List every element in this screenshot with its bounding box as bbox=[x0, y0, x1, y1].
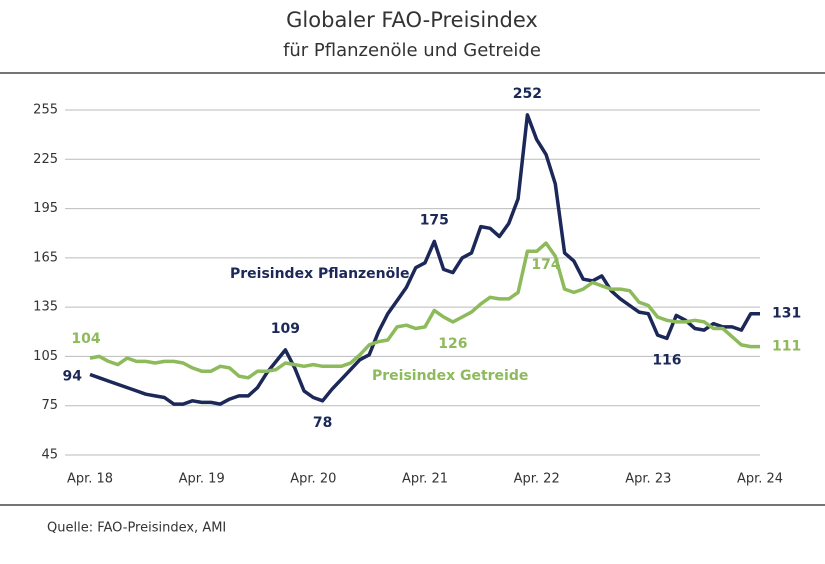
data-label: 175 bbox=[420, 212, 449, 228]
y-tick-label: 195 bbox=[33, 201, 58, 216]
data-label: 111 bbox=[772, 339, 801, 355]
legend-label: Preisindex Getreide bbox=[372, 368, 528, 384]
y-tick-label: 225 bbox=[33, 152, 58, 167]
y-tick-label: 45 bbox=[41, 448, 58, 463]
x-tick-label: Apr. 19 bbox=[179, 472, 225, 487]
source-note: Quelle: FAO-Preisindex, AMI bbox=[47, 521, 226, 536]
data-label: 116 bbox=[652, 352, 681, 368]
chart-subtitle: für Pflanzenöle und Getreide bbox=[283, 40, 541, 61]
data-label: 252 bbox=[513, 86, 542, 102]
x-tick-label: Apr. 22 bbox=[514, 472, 560, 487]
y-tick-label: 105 bbox=[33, 349, 58, 364]
y-tick-label: 75 bbox=[41, 398, 58, 413]
chart-title: Globaler FAO-Preisindex bbox=[286, 8, 538, 32]
data-label: 174 bbox=[531, 257, 560, 273]
y-tick-label: 165 bbox=[33, 250, 58, 265]
y-tick-label: 255 bbox=[33, 103, 58, 118]
data-label: 94 bbox=[63, 369, 83, 385]
data-label: 78 bbox=[313, 415, 332, 431]
data-label: 109 bbox=[271, 321, 300, 337]
series-line bbox=[89, 241, 760, 380]
y-tick-label: 135 bbox=[33, 300, 58, 315]
x-tick-label: Apr. 23 bbox=[625, 472, 671, 487]
series-line bbox=[89, 113, 760, 406]
legend-label: Preisindex Pflanzenöle bbox=[230, 266, 410, 282]
x-tick-label: Apr. 18 bbox=[67, 472, 113, 487]
x-tick-label: Apr. 24 bbox=[737, 472, 783, 487]
x-tick-label: Apr. 21 bbox=[402, 472, 448, 487]
data-label: 131 bbox=[772, 306, 801, 322]
x-tick-label: Apr. 20 bbox=[290, 472, 336, 487]
data-label: 126 bbox=[438, 336, 467, 352]
data-label: 104 bbox=[71, 331, 100, 347]
